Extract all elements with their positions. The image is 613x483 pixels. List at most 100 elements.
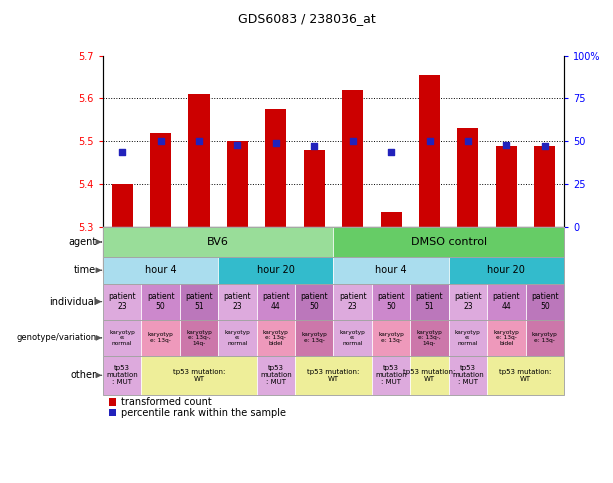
Bar <box>103 356 142 395</box>
Bar <box>525 284 564 320</box>
Text: karyotyp
e: 13q-,
14q-: karyotyp e: 13q-, 14q- <box>186 329 212 346</box>
Text: tp53
mutation
: MUT: tp53 mutation : MUT <box>106 365 138 385</box>
Bar <box>372 227 373 273</box>
Point <box>271 139 281 147</box>
Bar <box>372 320 410 356</box>
Bar <box>410 320 449 356</box>
Point <box>463 137 473 145</box>
Text: patient
23: patient 23 <box>454 292 482 312</box>
Bar <box>180 320 218 356</box>
Text: hour 4: hour 4 <box>375 265 407 275</box>
Text: patient
50: patient 50 <box>300 292 328 312</box>
Text: time: time <box>74 265 96 275</box>
Bar <box>257 356 295 395</box>
Bar <box>303 150 325 227</box>
Bar <box>103 356 564 395</box>
Text: patient
23: patient 23 <box>109 292 136 312</box>
Bar <box>372 284 410 320</box>
Text: tp53
mutation
: MUT: tp53 mutation : MUT <box>260 365 292 385</box>
Bar <box>449 356 487 395</box>
Bar <box>103 320 142 356</box>
Bar <box>496 145 517 227</box>
Bar <box>333 227 564 257</box>
Point <box>232 141 242 149</box>
Bar <box>333 227 334 273</box>
Text: patient
50: patient 50 <box>531 292 558 312</box>
Text: hour 20: hour 20 <box>487 265 525 275</box>
Bar <box>342 90 364 227</box>
Bar <box>218 257 333 284</box>
Bar <box>180 284 218 320</box>
Point <box>540 142 550 150</box>
Point <box>501 141 511 149</box>
Bar <box>142 356 257 395</box>
Text: agent: agent <box>68 237 96 247</box>
Text: transformed count: transformed count <box>121 397 212 407</box>
Text: patient
44: patient 44 <box>492 292 520 312</box>
Bar <box>372 356 410 395</box>
Text: hour 20: hour 20 <box>257 265 295 275</box>
Text: karyotyp
e: 13q-: karyotyp e: 13q- <box>302 332 327 343</box>
Bar <box>525 227 526 273</box>
Bar <box>333 320 372 356</box>
Bar <box>457 128 479 227</box>
Text: patient
23: patient 23 <box>224 292 251 312</box>
Bar <box>103 284 564 320</box>
Bar <box>142 320 180 356</box>
Point <box>310 142 319 150</box>
Text: tp53 mutation:
WT: tp53 mutation: WT <box>173 369 225 382</box>
Text: patient
51: patient 51 <box>416 292 443 312</box>
Bar <box>109 398 116 406</box>
Text: karyotyp
e: 13q-: karyotyp e: 13q- <box>532 332 558 343</box>
Text: karyotyp
e: 13q-,
14q-: karyotyp e: 13q-, 14q- <box>417 329 443 346</box>
Point <box>425 137 435 145</box>
Text: tp53 mutation:
WT: tp53 mutation: WT <box>307 369 360 382</box>
Text: karyotyp
e: 13q-
bidel: karyotyp e: 13q- bidel <box>263 329 289 346</box>
Bar <box>534 145 555 227</box>
Bar <box>103 257 218 284</box>
Bar <box>103 257 564 284</box>
Bar <box>103 227 333 257</box>
Bar <box>419 75 440 227</box>
Text: hour 4: hour 4 <box>145 265 177 275</box>
Bar <box>103 227 104 273</box>
Text: genotype/variation: genotype/variation <box>16 333 96 342</box>
Bar <box>487 284 525 320</box>
Text: patient
51: patient 51 <box>185 292 213 312</box>
Point <box>117 148 127 156</box>
Bar <box>257 320 295 356</box>
Bar <box>218 284 257 320</box>
Point <box>156 137 166 145</box>
Text: percentile rank within the sample: percentile rank within the sample <box>121 408 286 418</box>
Bar <box>410 227 411 273</box>
Text: tp53 mutation:
WT: tp53 mutation: WT <box>403 369 455 382</box>
Text: patient
50: patient 50 <box>377 292 405 312</box>
Text: individual: individual <box>49 297 96 307</box>
Point <box>194 137 204 145</box>
Text: patient
23: patient 23 <box>339 292 367 312</box>
Text: other: other <box>70 370 96 380</box>
Bar <box>103 320 564 356</box>
Bar <box>564 227 565 273</box>
Text: tp53 mutation:
WT: tp53 mutation: WT <box>500 369 552 382</box>
Bar <box>109 409 116 416</box>
Text: karyotyp
e: 13q-: karyotyp e: 13q- <box>378 332 404 343</box>
Bar <box>218 320 257 356</box>
Bar <box>333 284 372 320</box>
Text: karyotyp
e: 13q-: karyotyp e: 13q- <box>148 332 173 343</box>
Text: karyotyp
e: 13q-
bidel: karyotyp e: 13q- bidel <box>493 329 519 346</box>
Text: karyotyp
e:
normal: karyotyp e: normal <box>455 329 481 346</box>
Bar <box>265 109 286 227</box>
Bar <box>410 284 449 320</box>
Text: karyotyp
e:
normal: karyotyp e: normal <box>109 329 135 346</box>
Bar <box>449 284 487 320</box>
Bar <box>112 184 133 227</box>
Bar <box>449 257 564 284</box>
Text: patient
44: patient 44 <box>262 292 290 312</box>
Text: patient
50: patient 50 <box>147 292 175 312</box>
Bar <box>487 320 525 356</box>
Text: karyotyp
e:
normal: karyotyp e: normal <box>224 329 250 346</box>
Bar <box>487 227 488 273</box>
Text: BV6: BV6 <box>207 237 229 247</box>
Bar <box>449 320 487 356</box>
